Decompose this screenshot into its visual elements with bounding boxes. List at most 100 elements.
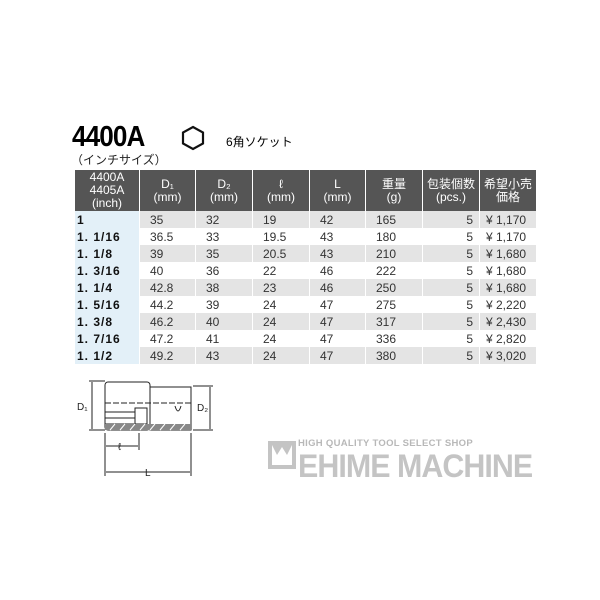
table-cell: 47.2 (150, 331, 174, 346)
table-cell: ¥ 2,430 (480, 313, 536, 330)
table-cell: 1. 5/16 (75, 296, 139, 313)
table-cell: 36 (206, 263, 220, 278)
table-cell: 46 (310, 279, 365, 296)
column-header-line: (mm) (323, 189, 352, 204)
column-header-line: L (334, 176, 341, 191)
table-cell: 43 (310, 245, 365, 262)
table-cell: 5 (466, 331, 473, 346)
table-cell: ¥ 1,680 (486, 263, 527, 278)
table-cell: 336 (376, 331, 397, 346)
table-cell: 39 (140, 245, 195, 262)
logo-name: EHIME MACHINE (298, 448, 533, 484)
spec-table: 4400A 4405A (inch) D₁ (mm) D₂ (mm) ℓ (mm) L (mm) 重量… (74, 170, 537, 364)
table-cell: 5 (466, 263, 473, 278)
table-cell: 380 (366, 347, 422, 364)
table-cell: 47 (310, 347, 365, 364)
l-big-label: L (145, 468, 151, 478)
table-cell: 46.2 (140, 313, 195, 330)
table-cell: 38 (196, 279, 252, 296)
table-cell: 210 (366, 245, 422, 262)
table-cell: 5 (466, 229, 473, 244)
table-cell: 43 (320, 229, 334, 244)
table-cell: 40 (196, 313, 252, 330)
d1-label: D₁ (77, 402, 88, 413)
table-cell: 5 (423, 245, 479, 262)
column-header-line: 4405A (89, 183, 125, 197)
column-header: 包装個数 (pcs.) (423, 170, 479, 211)
column-header-line: (pcs.) (436, 189, 466, 204)
table-cell: 23 (253, 279, 309, 296)
table-cell: 42 (310, 211, 365, 228)
table-cell: 5 (423, 211, 479, 228)
table-cell: ¥ 1,680 (480, 245, 536, 262)
table-cell: 1. 1/2 (75, 347, 139, 364)
table-row: 1. 3/8 46.2 40 24 47 317 5 ¥ 2,430 (75, 313, 536, 330)
product-title: 4400A (72, 121, 145, 153)
table-cell: 1. 3/8 (75, 313, 139, 330)
socket-dimension-diagram: D₁ D₂ ℓ L (77, 380, 213, 478)
table-cell: 1. 7/16 (75, 330, 139, 347)
hexagon-icon (181, 125, 205, 151)
column-header-line: 4400A (89, 170, 125, 184)
column-header-line: ℓ (279, 176, 283, 191)
table-cell: ¥ 2,220 (486, 297, 527, 312)
table-cell: ¥ 2,820 (486, 331, 527, 346)
column-header: L (mm) (310, 170, 365, 211)
table-cell: 180 (376, 229, 397, 244)
table-cell: 1. 3/16 (75, 262, 139, 279)
socket-type-label: 6角ソケット (226, 135, 293, 149)
column-header-line: 重量 (381, 176, 406, 191)
table-cell: 46 (320, 263, 334, 278)
table-cell: 5 (466, 297, 473, 312)
table-cell: 41 (206, 331, 220, 346)
table-cell: ¥ 1,170 (486, 229, 527, 244)
table-cell: 19.5 (263, 229, 287, 244)
table-cell: 1. 1/4 (75, 279, 139, 296)
table-cell: 24 (253, 313, 309, 330)
table-cell: 1. 1/8 (75, 245, 139, 262)
table-row: 1 35 32 19 42 165 5 ¥ 1,170 (75, 211, 536, 228)
table-cell: 39 (206, 297, 220, 312)
column-header-line: (mm) (210, 189, 238, 204)
table-cell: 33 (206, 229, 220, 244)
table-cell: 44.2 (150, 297, 174, 312)
table-cell: 24 (263, 331, 277, 346)
table-cell: 317 (366, 313, 422, 330)
table-cell: 5 (423, 279, 479, 296)
table-row: 1. 1/4 42.8 38 23 46 250 5 ¥ 1,680 (75, 279, 536, 296)
logo-tagline: HIGH QUALITY TOOL SELECT SHOP (298, 438, 473, 449)
column-header-line: (mm) (267, 189, 295, 204)
column-header-line: 価格 (495, 189, 520, 204)
table-row: 1. 5/16 44.2 39 24 47 275 5 ¥ 2,220 (75, 296, 536, 313)
table-row: 1. 7/16 47.2 41 24 47 336 5 ¥ 2,820 (75, 330, 536, 347)
table-cell: 250 (366, 279, 422, 296)
column-header: 重量 (g) (366, 170, 422, 211)
table-row: 1. 1/16 36.5 33 19.5 43 180 5 ¥ 1,170 (75, 228, 536, 245)
table-cell: 36.5 (150, 229, 174, 244)
table-cell: ¥ 1,680 (480, 279, 536, 296)
table-cell: 24 (253, 347, 309, 364)
table-cell: 49.2 (140, 347, 195, 364)
table-cell: 1 (75, 211, 139, 228)
table-cell: 40 (150, 263, 164, 278)
table-cell: ¥ 3,020 (480, 347, 536, 364)
column-header: ℓ (mm) (253, 170, 309, 211)
column-header-line: (inch) (91, 196, 122, 210)
table-cell: 42.8 (140, 279, 195, 296)
table-cell: 222 (376, 263, 397, 278)
d2-label: D₂ (197, 403, 208, 414)
column-header-line: D₁ (161, 176, 174, 191)
column-header: D₁ (mm) (140, 170, 195, 211)
logo-mark-icon (268, 441, 296, 469)
table-row: 1. 1/2 49.2 43 24 47 380 5 ¥ 3,020 (75, 347, 536, 364)
table-cell: 24 (263, 297, 277, 312)
table-cell: 165 (366, 211, 422, 228)
column-header-line: D₂ (217, 176, 231, 191)
table-cell: 43 (196, 347, 252, 364)
l-small-label: ℓ (118, 442, 122, 453)
column-header-line: 希望小売 (483, 176, 532, 191)
column-header: 4400A 4405A (inch) (75, 170, 139, 211)
table-cell: 275 (376, 297, 397, 312)
table-cell: 35 (140, 211, 195, 228)
column-header: 希望小売 価格 (480, 170, 536, 211)
